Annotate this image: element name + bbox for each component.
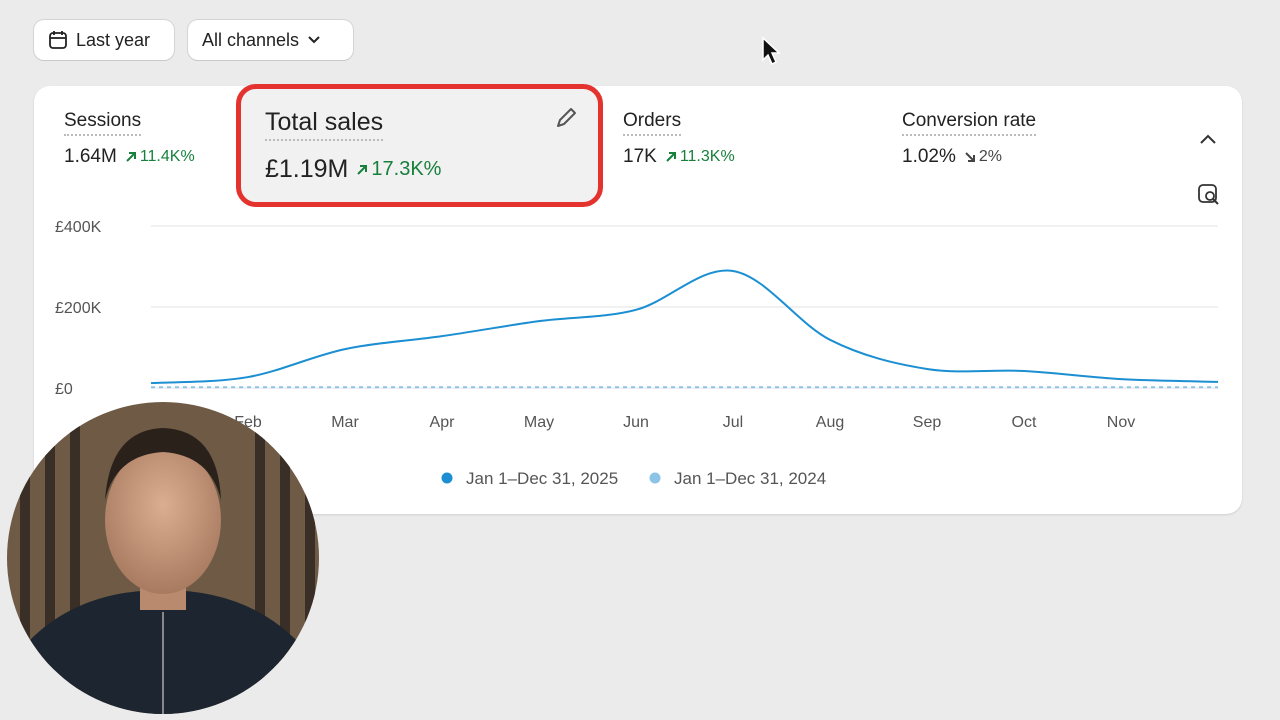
trend-arrow [666,152,676,162]
metric[interactable]: Conversion rate 1.02% 2% [902,110,1037,168]
channel-filter-label: All channels [202,29,300,50]
metric-value: £1.19M [265,155,349,183]
metric[interactable]: Sessions 1.64M 11.4K% [64,110,195,168]
metric-change-value: 17.3K% [371,158,442,180]
series-line [150,269,1219,385]
metric-value: 17K [623,146,657,167]
metric-change: 11.3K% [665,148,735,166]
metric-change: 11.4K% [125,148,195,166]
metric[interactable]: Total sales £1.19M 17.3K% [265,108,441,184]
date-filter[interactable]: Last year [34,20,174,60]
collapse-icon[interactable] [1198,130,1218,150]
x-tick-label: May [524,414,554,431]
trend-arrow [126,152,136,162]
x-tick-label: Oct [1012,414,1037,431]
chart-search-icon[interactable] [1197,183,1221,207]
legend-marker [441,472,453,484]
metric-label: Total sales [265,108,384,141]
metric[interactable]: Orders 17K 11.3K% [623,110,735,168]
legend-label: Jan 1–Dec 31, 2024 [674,469,826,488]
edit-icon[interactable] [553,105,579,131]
metric-change: 17.3K% [356,158,441,181]
metric-value: 1.64M [64,146,117,167]
x-tick-label: Nov [1107,414,1135,431]
metric-label: Orders [623,110,682,136]
metric-change-value: 11.4K% [139,148,195,165]
metric-change-value: 2% [978,148,1002,165]
legend-marker [649,472,661,484]
chevron-down [308,36,320,44]
calendar-icon [49,31,67,49]
x-tick-label: Jun [623,414,649,431]
metric-change: 2% [964,148,1002,166]
metric-value: 1.02% [902,146,956,167]
x-tick-label: Jul [723,414,743,431]
y-tick-label: £200K [55,300,102,317]
date-filter-label: Last year [76,29,151,50]
metric-label: Sessions [64,110,142,136]
x-tick-label: Sep [913,414,942,431]
channel-filter[interactable]: All channels [188,20,353,60]
x-tick-label: Mar [331,414,359,431]
x-tick-label: Apr [430,414,456,431]
metric-change-value: 11.3K% [679,148,735,165]
metric-label: Conversion rate [902,110,1037,136]
highlight-box [236,84,603,207]
legend-label: Jan 1–Dec 31, 2025 [466,469,618,488]
y-tick-label: £0 [55,381,73,398]
trend-arrow [357,164,368,175]
y-tick-label: £400K [55,219,102,236]
x-tick-label: Aug [816,414,844,431]
trend-arrow [965,152,975,162]
x-tick-label: Feb [234,414,262,431]
